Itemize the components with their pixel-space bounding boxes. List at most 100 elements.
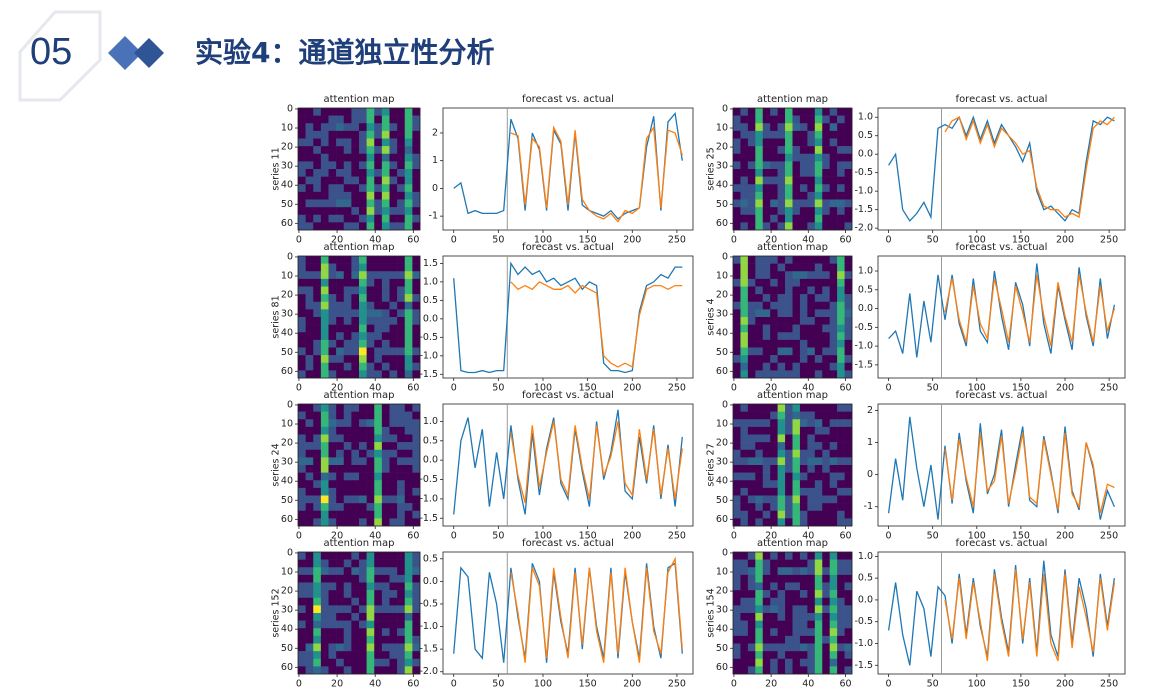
heatmap-cell [799, 256, 808, 264]
heatmap-cell [792, 138, 801, 147]
heatmap-cell [807, 666, 816, 675]
heatmap-cell [785, 153, 793, 162]
diamond [134, 38, 164, 68]
heatmap-cell [837, 207, 845, 216]
heatmap-cell [320, 222, 329, 231]
heatmap-cell [313, 620, 322, 629]
series-line [510, 281, 683, 368]
heatmap-cell [733, 457, 741, 466]
heatmap-cell [397, 332, 406, 341]
heatmap-cell [785, 635, 793, 644]
heatmap-cell [777, 108, 786, 116]
heatmap-cell [313, 301, 322, 310]
heatmap-cell [389, 465, 398, 473]
heatmap-cell [389, 426, 398, 435]
heatmap-cell [298, 567, 306, 576]
x-tick-label: 60 [407, 383, 419, 394]
heatmap-cell [305, 317, 314, 325]
y-tick-label: 1 [432, 155, 438, 166]
heatmap-cell [792, 332, 801, 341]
heatmap-cell [792, 286, 801, 295]
heatmap-cell [404, 355, 413, 364]
heatmap-cell [785, 309, 793, 318]
heatmap-cell [799, 419, 808, 428]
heatmap-cell [343, 271, 352, 280]
heatmap-cell [313, 651, 322, 660]
heatmap-cell [412, 309, 421, 318]
heatmap-cell [374, 256, 383, 264]
heatmap-cell [807, 222, 816, 231]
heatmap-cell [747, 613, 756, 621]
heatmap-cell [298, 518, 306, 527]
y-tick-label: 60 [716, 366, 728, 377]
heatmap-cell [844, 278, 853, 287]
y-tick-label: 0.0 [423, 576, 438, 587]
heatmap-cell [740, 324, 749, 333]
heatmap-cell [733, 191, 741, 200]
heatmap-cell [762, 472, 771, 481]
heatmap-cell [359, 628, 367, 637]
heatmap-cell [837, 294, 845, 303]
heatmap-cell [844, 472, 853, 481]
heatmap-cell [837, 146, 845, 155]
heatmap-cell [762, 324, 771, 333]
x-tick-label: 0 [451, 679, 457, 690]
heatmap-cell [829, 666, 838, 675]
heatmap-cell [320, 263, 329, 272]
heatmap-cell [404, 153, 413, 162]
heatmap-cell [313, 590, 322, 599]
heatmap-cell [837, 590, 845, 599]
heatmap-cell [822, 191, 830, 200]
heatmap-cell [313, 161, 322, 170]
heatmap-cell [404, 332, 413, 341]
y-tick-label: -0.5 [419, 598, 438, 609]
y-tick-label: 10 [281, 419, 293, 430]
heatmap-cell [389, 301, 398, 310]
heatmap-cell [343, 582, 352, 591]
heatmap-cell [829, 339, 838, 348]
plot-frame [877, 403, 1126, 527]
heatmap-cell [770, 635, 778, 644]
heatmap-cell [814, 138, 823, 147]
heatmap-cell [389, 434, 398, 443]
heatmap-cell [381, 426, 390, 435]
heatmap-cell [829, 294, 838, 303]
heatmap-cell [351, 370, 360, 379]
heatmap-cell [397, 620, 406, 629]
heatmap-cell [328, 567, 337, 576]
heatmap-cell [374, 214, 383, 223]
heatmap-cell [381, 567, 390, 576]
heatmap-cell [336, 332, 345, 341]
heatmap-cell [351, 620, 360, 629]
heatmap-cell [412, 442, 421, 451]
heatmap-cell [747, 605, 756, 614]
y-tick-label: 10 [281, 123, 293, 134]
heatmap-cell [343, 651, 352, 660]
heatmap-cell [328, 480, 337, 489]
heatmap-cell [792, 324, 801, 333]
heatmap-cell [770, 487, 778, 496]
heatmap-cell [799, 263, 808, 272]
y-tick-label: 40 [716, 180, 728, 191]
y-tick-label: 60 [716, 218, 728, 229]
x-tick-label: 150 [1012, 235, 1030, 246]
heatmap-cell [412, 552, 421, 560]
heatmap-cell [359, 597, 367, 606]
heatmap-cell [814, 332, 823, 341]
heatmap-cell [755, 294, 764, 303]
heatmap-cell [799, 176, 808, 185]
heatmap-cell [755, 426, 764, 435]
heatmap-cell [328, 138, 337, 147]
x-tick-label: 20 [765, 531, 777, 542]
heatmap-cell [807, 574, 816, 583]
heatmap-cell [785, 362, 793, 371]
heatmap-cell [807, 567, 816, 576]
heatmap-cell [777, 332, 786, 341]
heatmap-cell [305, 347, 314, 356]
y-tick-label: 2 [432, 127, 438, 138]
heatmap-cell [755, 628, 764, 637]
heatmap-cell [328, 222, 337, 231]
heatmap-cell [412, 199, 421, 208]
heatmap-cell [404, 503, 413, 512]
heatmap-cell [389, 487, 398, 496]
